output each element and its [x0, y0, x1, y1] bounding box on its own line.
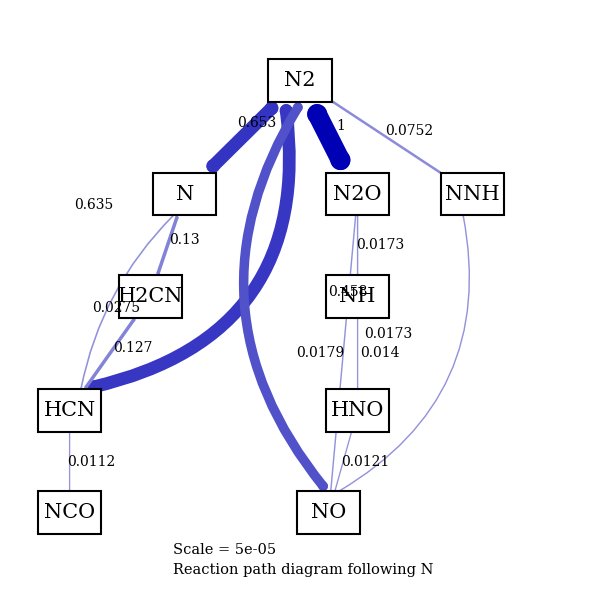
- FancyArrowPatch shape: [331, 216, 356, 490]
- FancyArrowPatch shape: [317, 114, 341, 161]
- Text: Scale = 5e-05: Scale = 5e-05: [173, 543, 277, 557]
- FancyBboxPatch shape: [119, 275, 182, 318]
- Text: 0.0752: 0.0752: [385, 125, 434, 138]
- FancyBboxPatch shape: [326, 389, 389, 432]
- Text: HCN: HCN: [43, 401, 96, 420]
- Text: HNO: HNO: [331, 401, 384, 420]
- Text: NNH: NNH: [445, 184, 500, 203]
- FancyArrowPatch shape: [158, 218, 177, 273]
- Text: 0.653: 0.653: [237, 116, 277, 130]
- FancyArrowPatch shape: [335, 433, 352, 490]
- FancyBboxPatch shape: [326, 173, 389, 215]
- Text: NO: NO: [311, 503, 346, 522]
- Text: Reaction path diagram following N: Reaction path diagram following N: [173, 563, 434, 577]
- Text: 0.0112: 0.0112: [67, 455, 116, 468]
- Text: NH: NH: [340, 287, 376, 306]
- Text: N2O: N2O: [334, 184, 382, 203]
- Text: 0.0121: 0.0121: [341, 455, 389, 468]
- FancyArrowPatch shape: [81, 216, 173, 388]
- Text: 0.0173: 0.0173: [356, 238, 405, 252]
- FancyBboxPatch shape: [38, 389, 101, 432]
- FancyArrowPatch shape: [244, 107, 323, 486]
- FancyArrowPatch shape: [93, 110, 289, 387]
- FancyBboxPatch shape: [326, 275, 389, 318]
- Text: N: N: [176, 184, 194, 203]
- Text: 0.014: 0.014: [360, 346, 399, 361]
- Text: 1: 1: [336, 119, 345, 133]
- Text: NCO: NCO: [44, 503, 95, 522]
- Text: 0.458: 0.458: [328, 285, 367, 299]
- Text: 0.635: 0.635: [74, 198, 114, 212]
- FancyBboxPatch shape: [153, 173, 217, 215]
- Text: N2: N2: [284, 71, 316, 90]
- Text: 0.0275: 0.0275: [92, 301, 140, 315]
- FancyBboxPatch shape: [297, 492, 361, 534]
- FancyBboxPatch shape: [38, 492, 101, 534]
- FancyBboxPatch shape: [268, 59, 332, 101]
- Text: 0.127: 0.127: [113, 341, 153, 355]
- FancyArrowPatch shape: [333, 102, 440, 172]
- FancyArrowPatch shape: [340, 216, 469, 491]
- Text: 0.0173: 0.0173: [364, 327, 413, 341]
- FancyBboxPatch shape: [441, 173, 505, 215]
- Text: H2CN: H2CN: [118, 287, 183, 306]
- FancyArrowPatch shape: [213, 108, 272, 166]
- Text: 0.0179: 0.0179: [296, 346, 344, 361]
- FancyArrowPatch shape: [86, 320, 134, 387]
- Text: 0.13: 0.13: [169, 232, 200, 247]
